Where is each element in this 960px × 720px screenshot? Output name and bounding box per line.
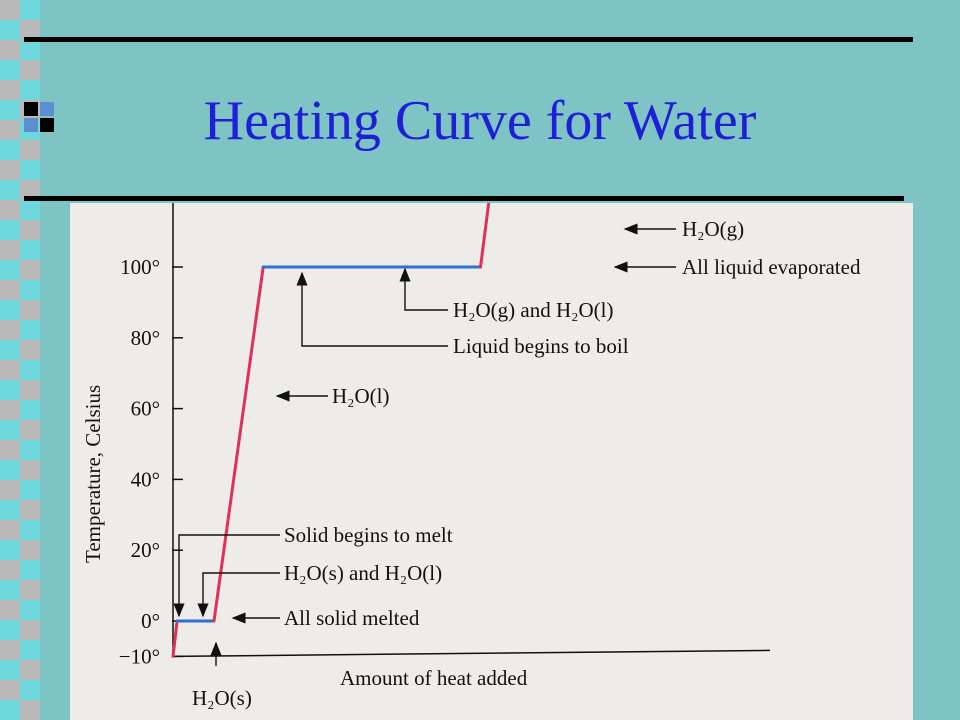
y-tick-label: 0° (141, 609, 160, 633)
y-tick-label: 60° (131, 397, 160, 421)
heating-curve-chart: Amount of heat added Temperature, Celsius… (81, 203, 861, 710)
annotation-arrow-solid-liquid (197, 572, 280, 618)
curve-segment (171, 619, 179, 658)
y-tick-label: 80° (131, 326, 160, 350)
title-bullet-icon (24, 102, 56, 134)
annotation-melt: Solid begins to melt (284, 523, 453, 547)
y-tick-label: 20° (131, 538, 160, 562)
annotation-solid-liquid: H₂O(s) and H₂O(l) (284, 561, 442, 585)
annotation-arrow-boil (296, 271, 448, 347)
annotation-gas-liquid: H₂O(g) and H₂O(l) (453, 298, 613, 322)
bullet-square-tr (40, 102, 54, 116)
bullet-square-tl (24, 102, 38, 116)
page-title: Heating Curve for Water (203, 90, 757, 152)
y-tick-label: 40° (131, 467, 160, 491)
y-tick-label: −10° (119, 644, 160, 668)
y-tick-label: 100° (120, 255, 160, 279)
curve-segment (212, 265, 265, 623)
bullet-square-br (40, 118, 54, 132)
annotation-boil: Liquid begins to boil (453, 334, 629, 358)
annotation-arrow-melt (173, 534, 280, 618)
annotations: H₂O(g) All liquid evaporated H₂O(g) and H₂… (173, 217, 861, 710)
figure-panel: Amount of heat added Temperature, Celsius… (70, 203, 913, 720)
curve (171, 203, 491, 658)
top-rule (24, 37, 913, 42)
annotation-all-evap: All liquid evaporated (682, 255, 861, 279)
axes: Amount of heat added Temperature, Celsius (81, 203, 771, 690)
left-decorative-strip-alt (20, 0, 40, 720)
annotation-solid: H₂O(s) (192, 686, 252, 710)
annotation-gas: H₂O(g) (682, 217, 744, 241)
y-ticks: 100° 80° 60° 40° 20° 0° −10° (119, 255, 183, 668)
bullet-square-bl (24, 118, 38, 132)
curve-segment (479, 203, 491, 269)
annotation-all-melted: All solid melted (284, 606, 420, 630)
x-axis-label: Amount of heat added (340, 666, 528, 690)
y-axis-label: Temperature, Celsius (81, 385, 105, 563)
annotation-arrow-gas-liquid (399, 267, 448, 311)
x-axis-line (172, 649, 771, 658)
annotation-liquid: H₂O(l) (332, 384, 389, 408)
bottom-rule (24, 196, 904, 201)
